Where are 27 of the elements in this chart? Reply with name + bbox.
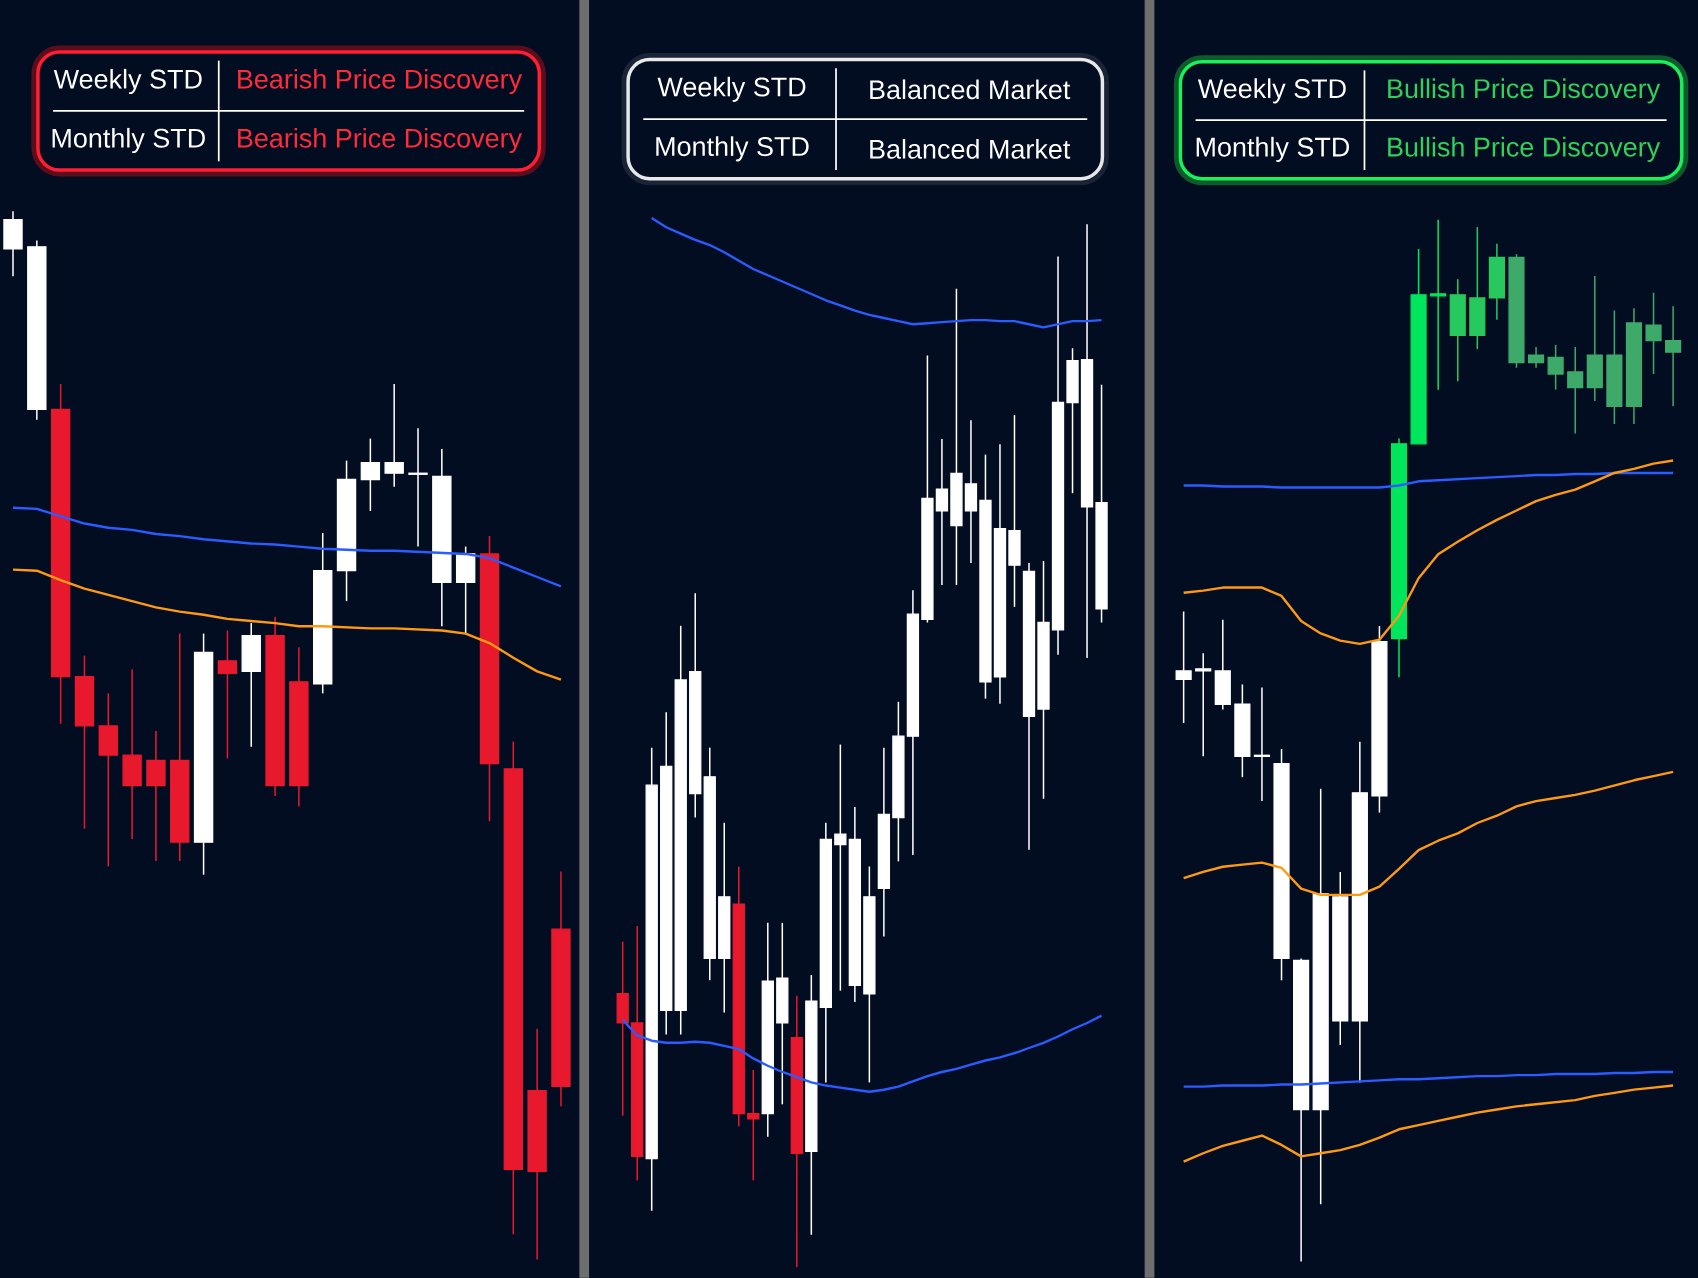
candlestick bbox=[384, 383, 404, 488]
candlestick bbox=[1645, 292, 1662, 375]
text: Monthly STD bbox=[1196, 136, 1350, 163]
candlestick bbox=[1567, 346, 1584, 435]
text: Weekly STD bbox=[1197, 78, 1346, 104]
candlestick bbox=[935, 438, 949, 586]
candlestick bbox=[408, 427, 428, 548]
text: Weekly STD bbox=[657, 76, 806, 102]
text: Monthly STD bbox=[52, 127, 205, 154]
text: Monthly STD bbox=[656, 136, 809, 162]
candlestick bbox=[1665, 305, 1682, 408]
candlestick bbox=[360, 437, 381, 512]
text: Bullish Price Discovery bbox=[1388, 78, 1661, 104]
candlestick bbox=[747, 1069, 760, 1182]
text: Bullish Price Discovery bbox=[1388, 136, 1661, 163]
text: Weekly STD bbox=[53, 68, 202, 95]
candlestick bbox=[1430, 219, 1447, 391]
candlestick bbox=[1175, 610, 1192, 724]
candlestick bbox=[217, 629, 238, 760]
candlestick bbox=[1547, 344, 1564, 391]
text: Bearish Price Discovery bbox=[238, 68, 523, 95]
candlestick bbox=[834, 743, 847, 992]
text: Bearish Price Discovery bbox=[238, 127, 523, 154]
text: Balanced Market bbox=[870, 79, 1071, 100]
candlestick bbox=[1195, 652, 1212, 758]
text: Balanced Market bbox=[870, 139, 1071, 159]
candlestick bbox=[1527, 346, 1545, 369]
